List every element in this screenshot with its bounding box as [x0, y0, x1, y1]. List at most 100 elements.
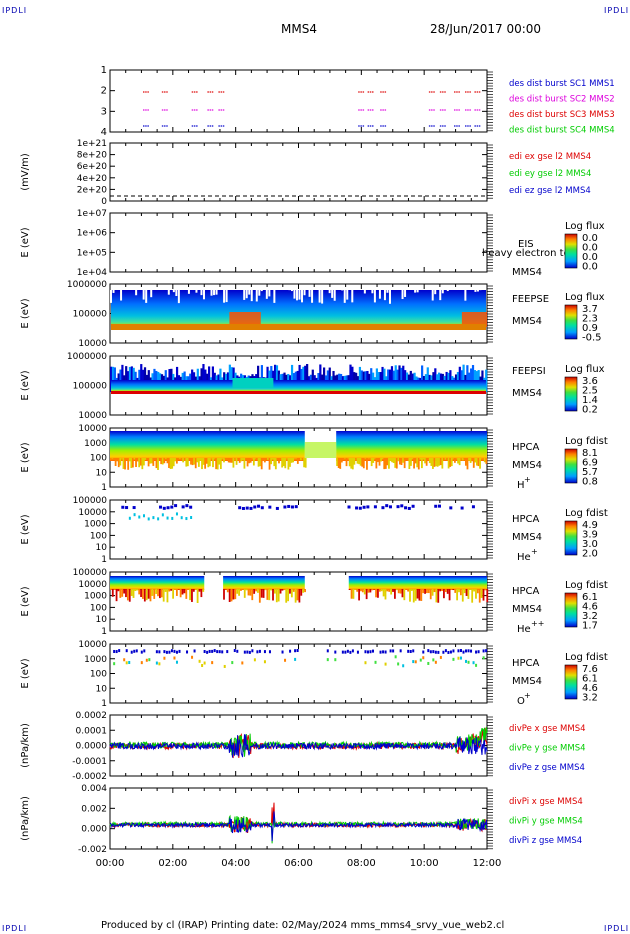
spectrogram-tail [260, 589, 263, 598]
spectrogram-tail [463, 458, 466, 460]
spectrogram-pixel [243, 650, 246, 654]
spectrogram-tail [424, 589, 426, 594]
spectrogram-tail [234, 589, 237, 600]
spectrogram-tail [257, 589, 259, 593]
spectrogram-gap [441, 290, 444, 294]
spectrogram-tail [358, 589, 360, 601]
spectrogram-tail [458, 589, 460, 593]
spectrogram-tail [136, 589, 139, 591]
spectrogram-tail [480, 589, 483, 598]
spectrogram-column [402, 365, 405, 392]
spectrogram-tail [290, 458, 293, 463]
spectrogram-tail [128, 458, 131, 462]
y-tick-label: 10000 [78, 508, 107, 518]
spectrogram-pixel [414, 660, 417, 664]
spectrogram [111, 380, 486, 392]
spectrogram-tail [458, 458, 461, 466]
spectrogram-tail [172, 458, 175, 467]
spectrogram-tail [446, 458, 448, 461]
spectrogram-column [306, 364, 309, 392]
legend-entry: divPi x gse MMS4 [509, 797, 583, 807]
spectrogram-gap [260, 290, 263, 292]
spectrogram-tail [127, 458, 130, 470]
spectrogram-tail [262, 458, 265, 461]
spectrogram-tail [111, 589, 114, 597]
colorbar-tick-label: 4.9 [582, 520, 598, 531]
spectrogram-tail [151, 589, 154, 596]
spectrogram-pixel [168, 650, 171, 654]
spectrogram-pixel [190, 516, 193, 520]
y-tick-label: 10 [96, 543, 108, 553]
spectrogram-tail [413, 458, 415, 469]
spectrogram-tail [159, 589, 161, 599]
series-line [110, 811, 488, 842]
spectrogram-tail [448, 589, 451, 601]
spectrogram-tail [227, 458, 230, 463]
spectrogram-gap [378, 290, 381, 299]
spectrogram-tail [229, 458, 232, 463]
y-tick-label: 100 [90, 531, 107, 541]
spectrogram-pixel [263, 650, 266, 654]
spectrogram-tail [350, 458, 353, 469]
spectrogram-tail [391, 458, 393, 463]
spectrogram-pixel [268, 650, 271, 654]
y-tick-label: 100000 [73, 568, 108, 578]
colorbar [564, 520, 578, 556]
spectrogram-gap [328, 290, 331, 294]
spectrogram-gap [120, 290, 123, 301]
y-tick-label: 0.0001 [76, 726, 108, 736]
spectrogram-pixel [284, 658, 287, 662]
spectrogram-gap [346, 290, 349, 300]
spectrogram-tail [235, 458, 238, 465]
spectrogram-tail [196, 458, 199, 463]
spectrogram [110, 576, 205, 590]
spectrogram-tail [281, 589, 284, 591]
spectrogram-pixel [366, 650, 369, 654]
colorbar-tick-label: 4.6 [582, 683, 598, 694]
spectrogram-pixel [251, 649, 254, 653]
spectrogram-tail [275, 589, 278, 603]
spectrogram-gap [303, 290, 306, 296]
y-tick-label: 1 [101, 483, 107, 493]
spectrogram-tail [486, 589, 489, 603]
spectrogram-tail [166, 458, 169, 464]
spectrogram-tail [395, 458, 398, 469]
y-tick-label: 100000 [73, 382, 108, 392]
y-tick-label: 1000000 [67, 280, 107, 290]
spectrogram-pixel [389, 649, 392, 653]
spectrogram-gap [371, 290, 374, 294]
spectrogram-tail [262, 589, 265, 598]
spectrogram-column [230, 367, 233, 392]
spectrogram-tail [243, 589, 246, 598]
spectrogram-gap-fill [304, 442, 337, 458]
spectrogram-tail [177, 589, 180, 590]
spectrogram-pixel [162, 506, 166, 510]
panel-divpe: 0.0002 0.0001 0.0000 -0.0001 -0.0002 (nPa/km)… [20, 711, 586, 782]
spacecraft-label: MMS4 [512, 532, 542, 543]
colorbar [564, 448, 578, 484]
spectrogram-tail [388, 589, 391, 592]
spectrogram-tail [433, 589, 436, 593]
spectrogram-pixel [125, 661, 128, 665]
y-tick-label: 1000 [84, 655, 107, 665]
spectrogram-tail [110, 458, 112, 459]
y-tick-label: 10000 [78, 339, 107, 349]
colorbar-tick-label: 4.6 [582, 602, 598, 613]
spectrogram-pixel [482, 656, 485, 660]
spectrogram-tail [419, 458, 422, 460]
spectrogram-tail [300, 589, 303, 596]
spectrogram-tail [161, 458, 164, 465]
spectrogram-tail [160, 589, 163, 598]
spectrogram-gap [145, 290, 148, 303]
spectrogram-pixel [158, 662, 161, 666]
spectrogram-tail [372, 458, 375, 463]
spectrogram-pixel [186, 650, 189, 654]
spectrogram-pixel [349, 650, 352, 654]
spectrogram-tail [185, 589, 188, 599]
spectrogram-tail [245, 589, 248, 591]
spectrogram-tail [471, 458, 474, 462]
spectrogram-tail [181, 589, 184, 595]
spectrogram-tail [362, 458, 365, 469]
y-tick-label: 1e+05 [77, 248, 107, 258]
